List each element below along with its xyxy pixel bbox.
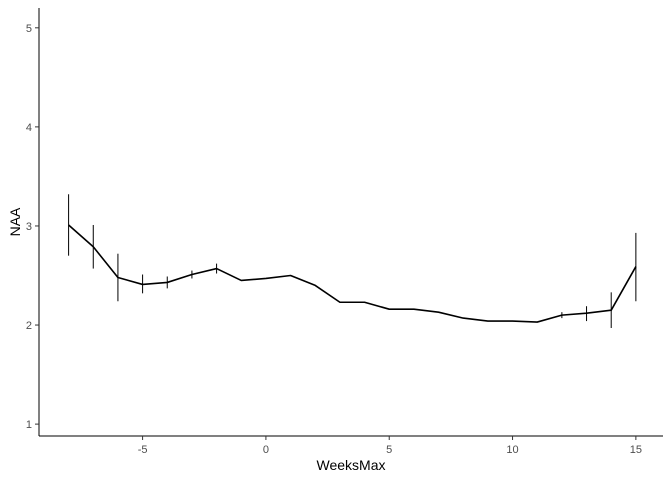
y-tick-label: 2 [26, 320, 32, 332]
plot-marks [68, 194, 635, 328]
x-tick-label: 15 [630, 444, 642, 456]
y-tick-label: 4 [26, 122, 32, 134]
y-tick-label: 5 [26, 23, 32, 35]
x-tick-label: 5 [386, 444, 392, 456]
y-axis-title: NAA [7, 207, 23, 236]
series-line [69, 225, 636, 322]
x-tick-label: 0 [263, 444, 269, 456]
y-tick-label: 3 [26, 221, 32, 233]
x-tick-label: 10 [506, 444, 518, 456]
x-axis-title: WeeksMax [317, 457, 386, 473]
ticks: -5 0 5 10 15 1 2 3 4 5 [26, 23, 642, 456]
x-tick-label: -5 [138, 444, 148, 456]
axes [39, 8, 663, 436]
y-tick-label: 1 [26, 419, 32, 431]
